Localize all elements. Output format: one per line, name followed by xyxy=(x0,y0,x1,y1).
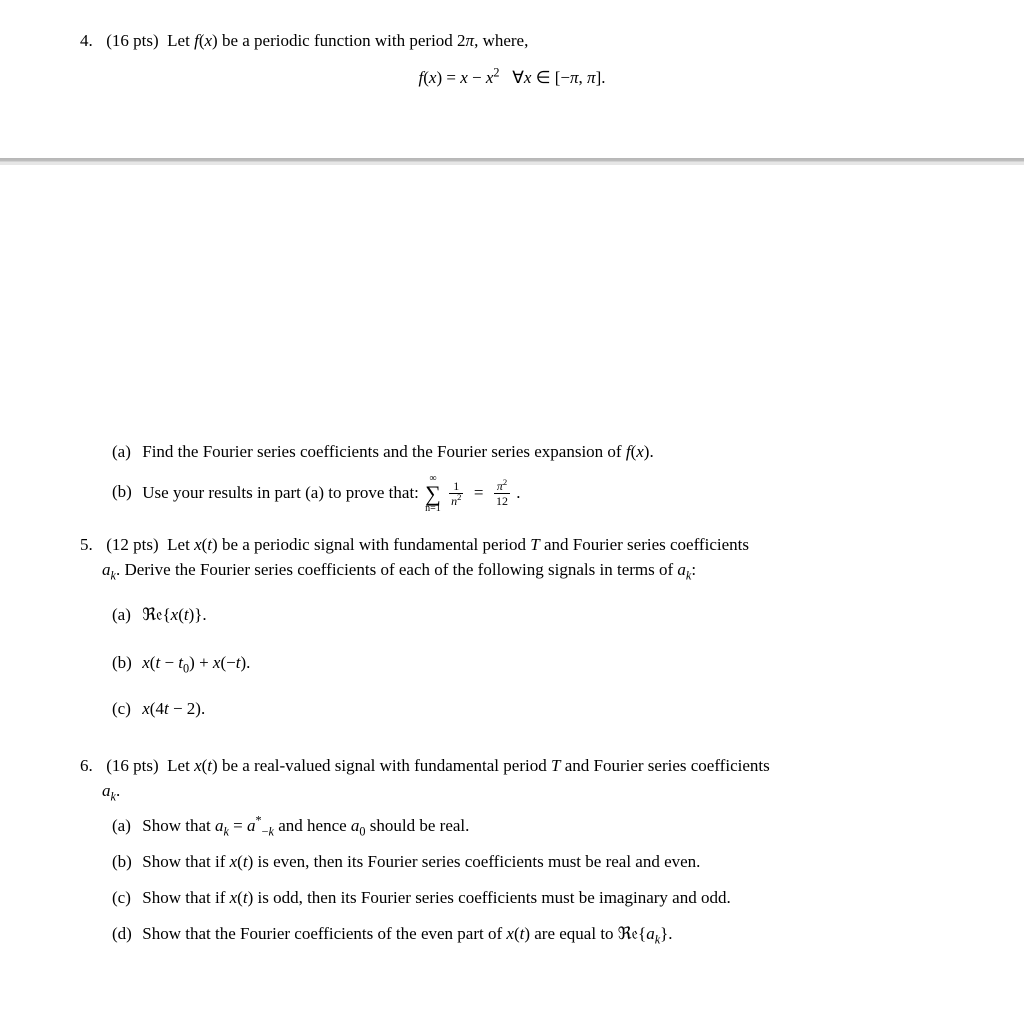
fraction-rhs: π2 12 xyxy=(494,480,510,507)
part-label: (c) xyxy=(112,884,138,912)
part-label: (a) xyxy=(112,601,138,629)
part-text: x(4t − 2). xyxy=(142,699,205,718)
problem-6-part-a: (a) Show that ak = a*−k and hence a0 sho… xyxy=(112,812,944,840)
part-text: Show that ak = a*−k and hence a0 should … xyxy=(142,816,469,835)
problem-number: 5. xyxy=(80,532,102,558)
part-text: ℜ𝔢{x(t)}. xyxy=(142,605,206,624)
page-top: 4. (16 pts) Let f(x) be a periodic funct… xyxy=(0,0,1024,158)
blank-space xyxy=(0,165,1024,430)
frac-num: π2 xyxy=(494,480,510,494)
part-label: (c) xyxy=(112,695,138,723)
part-label: (b) xyxy=(112,848,138,876)
problem-5-part-c: (c) x(4t − 2). xyxy=(112,695,944,723)
equals: = xyxy=(470,482,488,501)
problem-4-part-a: (a) Find the Fourier series coefficients… xyxy=(112,438,944,466)
part-label: (b) xyxy=(112,478,138,506)
part-label: (a) xyxy=(112,438,138,466)
part-text: Show that if x(t) is even, then its Four… xyxy=(142,852,700,871)
problem-4-equation: f(x) = x − x2 ∀x ∈ [−π, π]. xyxy=(80,68,944,88)
part-text: Show that if x(t) is odd, then its Fouri… xyxy=(142,888,730,907)
summation: ∞ ∑ n=1 xyxy=(425,474,441,514)
section-divider xyxy=(0,158,1024,165)
problem-6-part-c: (c) Show that if x(t) is odd, then its F… xyxy=(112,884,944,912)
problem-6: 6. (16 pts) Let x(t) be a real-valued si… xyxy=(80,753,944,950)
frac-den: n2 xyxy=(449,494,463,507)
problem-4: 4. (16 pts) Let f(x) be a periodic funct… xyxy=(80,28,944,88)
sum-lower: n=1 xyxy=(425,504,441,514)
part-label: (a) xyxy=(112,812,138,840)
part-text: Find the Fourier series coefficients and… xyxy=(142,442,653,461)
problem-5-part-b: (b) x(t − t0) + x(−t). xyxy=(112,649,944,677)
problem-6-part-b: (b) Show that if x(t) is even, then its … xyxy=(112,848,944,876)
sum-symbol: ∑ xyxy=(425,484,441,504)
problem-6-part-d: (d) Show that the Fourier coefficients o… xyxy=(112,920,944,950)
problem-number: 4. xyxy=(80,28,102,54)
fraction-lhs: 1 n2 xyxy=(449,480,463,507)
part-label: (d) xyxy=(112,920,138,948)
problem-4-header: 4. (16 pts) Let f(x) be a periodic funct… xyxy=(80,28,944,54)
problem-6-header: 6. (16 pts) Let x(t) be a real-valued si… xyxy=(80,753,944,804)
problem-5-header: 5. (12 pts) Let x(t) be a periodic signa… xyxy=(80,532,944,583)
problem-5: 5. (12 pts) Let x(t) be a periodic signa… xyxy=(80,532,944,723)
page-body: (a) Find the Fourier series coefficients… xyxy=(0,438,1024,1020)
part-text-prefix: Use your results in part (a) to prove th… xyxy=(142,482,419,501)
frac-den: 12 xyxy=(494,494,510,507)
problem-number: 6. xyxy=(80,753,102,779)
part-label: (b) xyxy=(112,649,138,677)
problem-points: (16 pts) xyxy=(106,756,158,775)
problem-points: (12 pts) xyxy=(106,535,158,554)
problem-5-part-a: (a) ℜ𝔢{x(t)}. xyxy=(112,601,944,631)
part-text: x(t − t0) + x(−t). xyxy=(142,653,250,672)
problem-points: (16 pts) xyxy=(106,31,158,50)
problem-4-part-b: (b) Use your results in part (a) to prov… xyxy=(112,474,944,514)
period: . xyxy=(516,482,520,501)
